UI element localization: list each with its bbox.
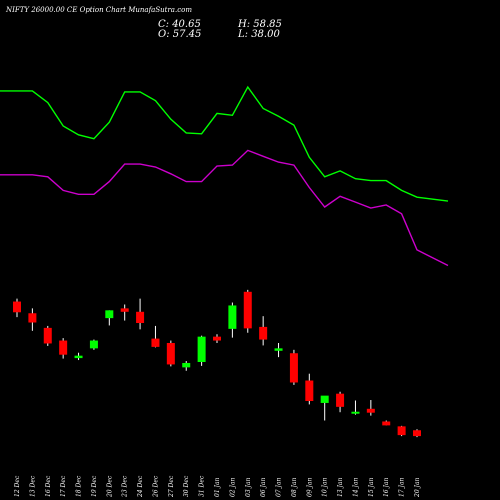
x-tick-label: 13 Jan — [337, 477, 344, 497]
x-axis-ticks: 12 Dec 13 Dec 16 Dec 17 Dec 18 Dec 19 Dec 20 D… — [14, 475, 421, 498]
candle-body — [413, 430, 421, 437]
candle-body — [13, 301, 21, 313]
x-tick-label: 12 Dec — [14, 475, 21, 497]
x-tick-label: 26 Dec — [152, 475, 159, 498]
x-tick-label: 06 Jan — [260, 477, 267, 497]
candle — [136, 298, 145, 330]
candle-body — [274, 348, 283, 351]
candle-body — [74, 355, 83, 359]
x-tick-label: 31 Dec — [199, 475, 206, 497]
high-readout: H: 58.85 — [237, 19, 282, 30]
candle — [120, 304, 129, 321]
x-tick-label: 10 Jan — [322, 477, 329, 497]
x-tick-label: 24 Dec — [137, 475, 144, 498]
candle-body — [336, 393, 345, 407]
candle-body — [397, 426, 406, 436]
candle-body — [151, 338, 160, 347]
x-tick-label: 20 Dec — [106, 475, 113, 498]
candle — [382, 420, 391, 426]
indicator-lines — [0, 85, 449, 267]
candle-body — [289, 353, 298, 383]
x-tick-label: 23 Dec — [122, 475, 129, 498]
candle-body — [89, 340, 98, 349]
x-tick-label: 15 Jan — [368, 477, 375, 497]
candle-body — [382, 421, 391, 426]
x-tick-label: 17 Jan — [399, 477, 406, 497]
x-tick-label: 08 Jan — [291, 477, 298, 497]
candle — [351, 400, 360, 415]
x-tick-label: 16 Dec — [45, 475, 52, 497]
candle — [413, 429, 421, 438]
candle — [74, 352, 83, 361]
x-tick-label: 16 Jan — [383, 477, 390, 497]
candle — [320, 395, 329, 421]
candle — [397, 425, 406, 437]
x-tick-label: 18 Dec — [76, 475, 83, 497]
candles — [13, 289, 421, 438]
candle-body — [259, 326, 268, 340]
candle-body — [305, 380, 314, 401]
candle — [28, 308, 37, 331]
candle — [59, 338, 68, 359]
x-tick-label: 20 Jan — [414, 477, 421, 498]
candle-body — [366, 408, 375, 413]
candle — [197, 335, 206, 366]
candle — [89, 339, 98, 350]
candle-body — [228, 305, 237, 329]
candle — [274, 342, 283, 358]
candle — [305, 373, 314, 405]
x-tick-label: 30 Dec — [183, 475, 190, 497]
candle — [259, 316, 268, 346]
candle — [336, 391, 345, 413]
x-tick-label: 02 Jan — [229, 477, 236, 497]
candle-body — [59, 340, 68, 355]
candle-body — [213, 336, 221, 341]
candle — [366, 400, 375, 416]
x-tick-label: 14 Jan — [352, 477, 359, 497]
candle-body — [197, 336, 206, 362]
x-tick-label: 19 Dec — [91, 475, 98, 497]
indicator-line-1 — [0, 85, 449, 202]
candle-body — [28, 313, 37, 323]
low-readout: L: 38.00 — [237, 29, 280, 40]
open-readout: O: 57.45 — [158, 29, 201, 40]
x-tick-label: 17 Dec — [60, 475, 67, 497]
candle-body — [43, 327, 52, 344]
x-tick-label: 01 Jan — [214, 477, 221, 497]
x-tick-label: 07 Jan — [276, 477, 283, 497]
candle — [105, 310, 114, 326]
candle-body — [136, 311, 145, 323]
candle-body — [351, 411, 360, 414]
candle — [182, 361, 191, 371]
candle-body — [243, 291, 252, 329]
candle-body — [182, 362, 191, 368]
x-tick-label: 03 Jan — [245, 477, 252, 497]
close-readout: C: 40.65 — [158, 19, 201, 30]
candle — [13, 298, 21, 318]
candle-body — [320, 395, 329, 403]
candle — [289, 349, 298, 385]
candle-body — [166, 342, 175, 365]
x-tick-label: 09 Jan — [306, 477, 313, 497]
x-tick-label: 27 Dec — [168, 475, 175, 498]
candle — [243, 289, 252, 333]
candle-body — [120, 308, 129, 312]
candle — [166, 340, 175, 367]
candle — [213, 334, 221, 343]
candle — [151, 325, 160, 348]
candle — [43, 325, 52, 346]
candle — [228, 302, 237, 338]
candle-body — [105, 310, 114, 319]
x-tick-label: 13 Dec — [29, 475, 36, 497]
chart-title: NIFTY 26000.00 CE Option Chart MunafaSut… — [5, 6, 192, 14]
indicator-line-2 — [0, 149, 449, 267]
